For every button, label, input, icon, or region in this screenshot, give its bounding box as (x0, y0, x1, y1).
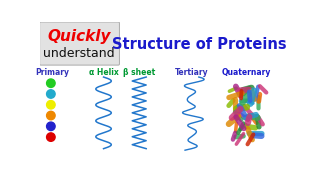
Circle shape (47, 111, 55, 120)
Text: Tertiary: Tertiary (175, 68, 209, 77)
Text: Primary: Primary (36, 68, 69, 77)
Text: α Helix: α Helix (89, 68, 118, 77)
Circle shape (47, 133, 55, 141)
Text: Structure of Proteins: Structure of Proteins (112, 37, 286, 52)
FancyBboxPatch shape (40, 22, 119, 65)
Text: understand: understand (43, 47, 115, 60)
Text: Quickly: Quickly (47, 29, 110, 44)
Text: Quaternary: Quaternary (221, 68, 271, 77)
Circle shape (47, 100, 55, 109)
Text: β sheet: β sheet (123, 68, 155, 77)
Circle shape (47, 90, 55, 98)
Circle shape (47, 122, 55, 130)
Circle shape (47, 79, 55, 87)
